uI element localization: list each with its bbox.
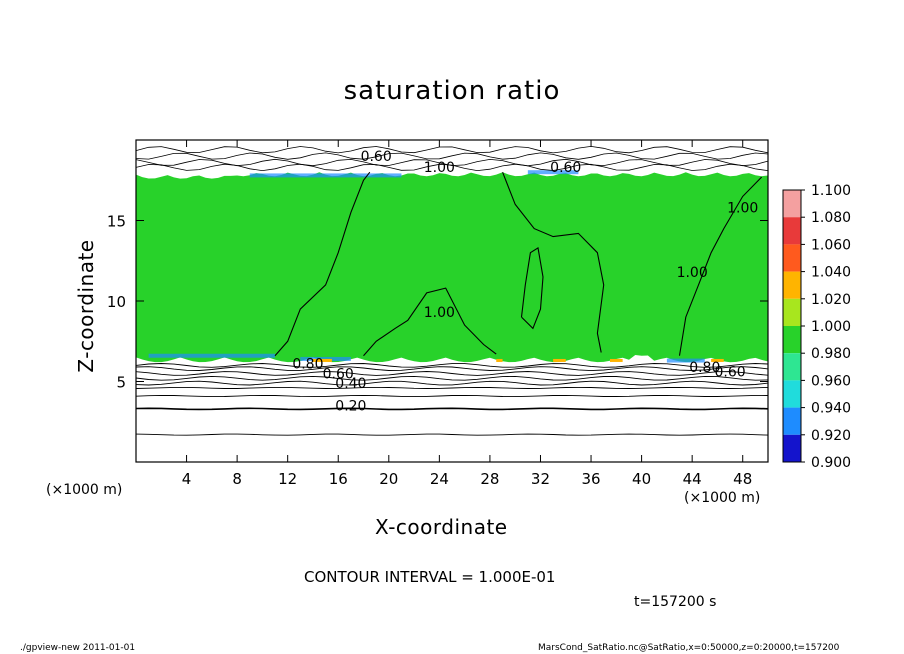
contour-line-lower: [135, 386, 769, 389]
contour-label: 1.00: [424, 305, 455, 321]
x-tick-label: 40: [632, 470, 651, 488]
x-tick-label: 24: [430, 470, 449, 488]
low-saturation-fringe: [666, 358, 705, 363]
contour-line-lower: [135, 366, 769, 372]
x-tick-label: 16: [329, 470, 348, 488]
contour-label: 0.40: [335, 376, 366, 392]
contour-line-1-00: [502, 171, 605, 353]
y-axis-label: Z-coordinate: [74, 239, 98, 373]
x-tick-label: 48: [733, 470, 752, 488]
x-tick-label: 4: [182, 470, 192, 488]
contour-label: 1.00: [424, 160, 455, 176]
time-stamp: t=157200 s: [634, 594, 717, 610]
x-tick-label: 12: [278, 470, 297, 488]
x-axis-label: X-coordinate: [375, 515, 508, 539]
supersaturation-spot: [711, 358, 724, 362]
contour-line-lower: [135, 380, 769, 386]
supersaturation-spot: [312, 358, 332, 362]
contour-line-lower: [135, 371, 769, 376]
supersaturation-spot: [553, 358, 566, 362]
colorbar-label: 0.920: [811, 428, 851, 444]
footer-source: MarsCond_SatRatio.nc@SatRatio,x=0:50000,…: [538, 643, 840, 653]
colorbar-label: 0.960: [811, 373, 851, 389]
colorbar-segment: [783, 298, 801, 326]
contour-line-upper: [135, 152, 769, 160]
x-axis-unit: (×1000 m): [46, 482, 123, 498]
contour-label: 0.60: [361, 149, 392, 165]
x-tick-label: 32: [531, 470, 550, 488]
footer-program: ./gpview-new 2011-01-01: [20, 643, 136, 653]
chart-title: saturation ratio: [343, 76, 561, 106]
saturated-field: [136, 172, 768, 363]
colorbar-label: 0.900: [811, 455, 851, 471]
x-tick-label: 36: [581, 470, 600, 488]
colorbar-label: 0.940: [811, 401, 851, 417]
supersaturation-spot: [610, 358, 623, 362]
contour-line-lower: [135, 433, 769, 436]
colorbar-unit: (×1000 m): [684, 490, 761, 506]
contour-label: 1.00: [677, 265, 708, 281]
contour-label: 0.60: [323, 366, 354, 382]
contour-line-lower: [135, 375, 769, 381]
x-tick-label: 20: [379, 470, 398, 488]
x-tick-label: 28: [480, 470, 499, 488]
contour-line-lower: [135, 407, 769, 411]
contour-line-lower: [135, 363, 769, 368]
colorbar-label: 0.980: [811, 346, 851, 362]
contour-line-1-00: [678, 176, 763, 356]
colorbar-segment: [783, 407, 801, 435]
low-saturation-fringe: [148, 353, 276, 358]
y-tick-label: 10: [107, 293, 126, 311]
y-tick-label: 15: [107, 213, 126, 231]
contour-interval-note: CONTOUR INTERVAL = 1.000E-01: [304, 568, 556, 586]
colorbar-segment: [783, 271, 801, 299]
contour-line-lower: [135, 394, 769, 398]
colorbar-segment: [783, 353, 801, 381]
contour-line-upper: [135, 145, 769, 154]
colorbar-segment: [783, 326, 801, 354]
colorbar-segment: [783, 190, 801, 218]
x-tick-label: 44: [683, 470, 702, 488]
contour-line-1-00: [274, 171, 371, 357]
contour-line-1-00: [520, 246, 544, 330]
colorbar-label: 1.100: [811, 183, 851, 199]
supersaturation-spot: [496, 358, 503, 362]
colorbar-segment: [783, 217, 801, 245]
y-tick-label: 5: [116, 374, 126, 392]
contour-label: 1.00: [727, 200, 758, 216]
x-tick-label: 8: [232, 470, 242, 488]
contour-label: 0.60: [550, 160, 581, 176]
low-saturation-fringe: [249, 173, 402, 178]
contour-line-1-00: [363, 287, 497, 357]
colorbar-segment: [783, 434, 801, 462]
colorbar-segment: [783, 244, 801, 272]
colorbar-label: 1.060: [811, 237, 851, 253]
colorbar-label: 1.020: [811, 292, 851, 308]
contour-label: 0.80: [689, 360, 720, 376]
contour-line-upper: [135, 158, 769, 167]
low-saturation-fringe: [527, 170, 579, 175]
contour-label: 0.80: [292, 357, 323, 373]
colorbar-label: 1.000: [811, 319, 851, 335]
contour-label: 0.20: [335, 398, 366, 414]
colorbar-segment: [783, 380, 801, 408]
contour-label: 0.60: [714, 365, 745, 381]
colorbar-label: 1.080: [811, 210, 851, 226]
colorbar-label: 1.040: [811, 265, 851, 281]
